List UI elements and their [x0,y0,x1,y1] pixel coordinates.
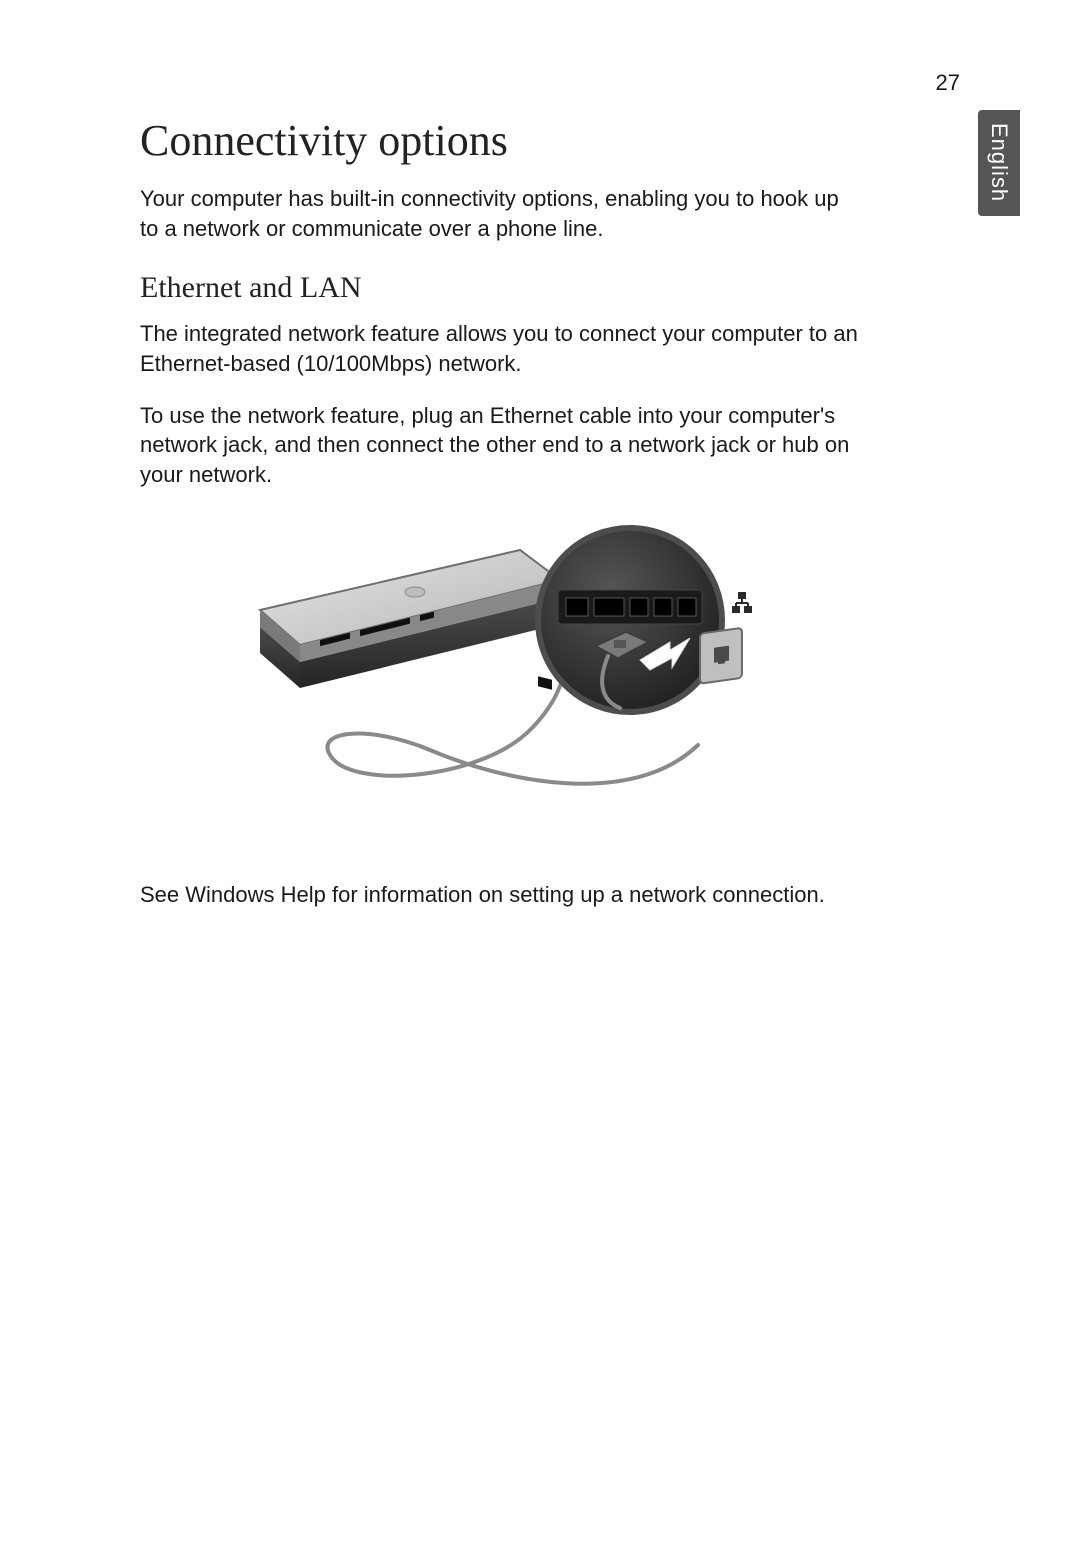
wall-jack-icon [700,628,742,684]
page-number: 27 [936,70,960,96]
section-title: Ethernet and LAN [140,271,960,305]
section-paragraph-3: See Windows Help for information on sett… [140,880,860,910]
network-icon [732,592,752,613]
ethernet-figure [200,520,760,850]
section-paragraph-1: The integrated network feature allows yo… [140,319,860,378]
intro-paragraph: Your computer has built-in connectivity … [140,184,860,243]
language-tab: English [978,110,1020,216]
page-title: Connectivity options [140,115,960,166]
laptop-ethernet-illustration [200,520,760,850]
document-page: 27 English Connectivity options Your com… [0,0,1080,1549]
section-paragraph-2: To use the network feature, plug an Ethe… [140,401,860,490]
